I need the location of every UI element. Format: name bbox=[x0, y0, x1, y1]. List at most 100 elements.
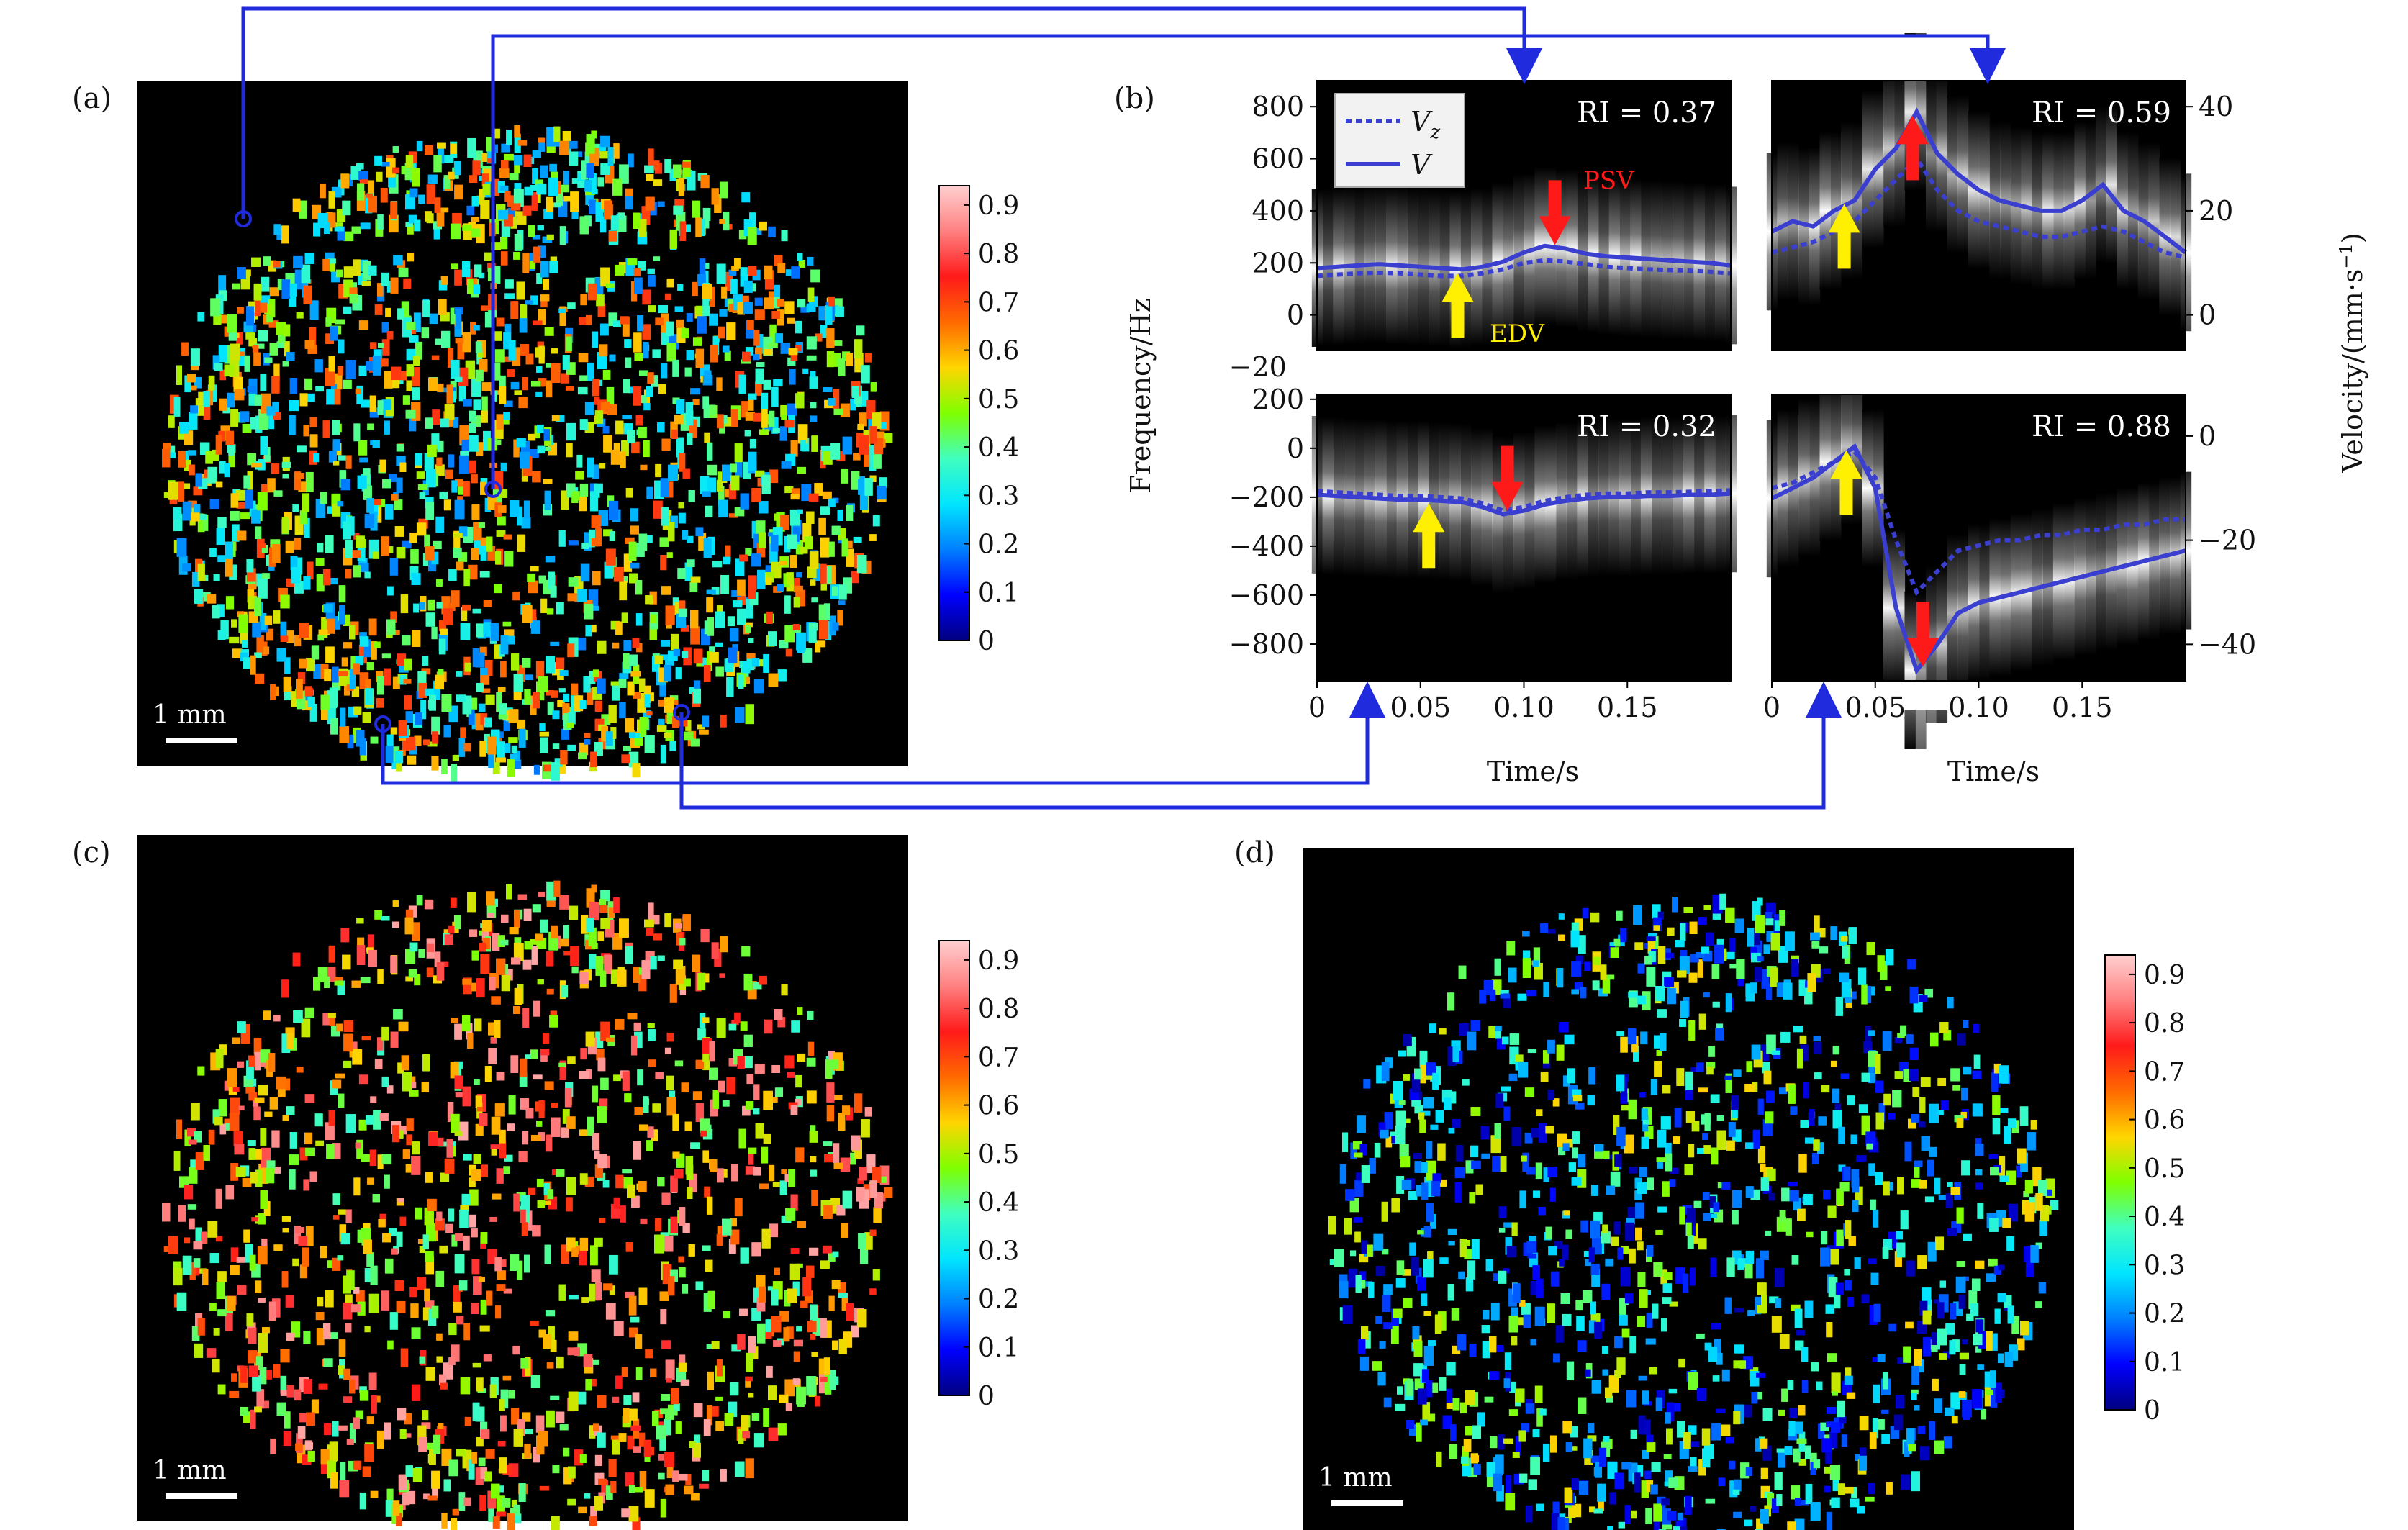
speckle-pixel bbox=[190, 1159, 199, 1168]
speckle-pixel bbox=[363, 485, 372, 500]
speckle-pixel bbox=[638, 395, 647, 404]
speckle-pixel bbox=[409, 335, 419, 343]
speckle-pixel bbox=[530, 1049, 538, 1059]
speckle-pixel bbox=[693, 648, 703, 664]
speckle-pixel bbox=[699, 729, 709, 735]
speckle-pixel bbox=[298, 200, 307, 219]
speckle-pixel bbox=[633, 692, 641, 699]
speckle-pixel bbox=[706, 1405, 713, 1426]
speckle-pixel bbox=[675, 667, 682, 680]
speckle-pixel bbox=[393, 255, 403, 266]
speckle-pixel bbox=[811, 435, 818, 452]
speckle-pixel bbox=[276, 341, 286, 348]
speckle-pixel bbox=[369, 395, 376, 412]
speckle-pixel bbox=[280, 1390, 289, 1396]
speckle-pixel bbox=[583, 676, 591, 693]
speckle-pixel bbox=[301, 264, 311, 284]
speckle-pixel bbox=[769, 1223, 778, 1238]
speckle-pixel bbox=[781, 415, 787, 420]
speckle-pixel bbox=[678, 1473, 688, 1481]
speckle-pixel bbox=[487, 545, 496, 561]
speckle-pixel bbox=[492, 1193, 502, 1200]
speckle-pixel bbox=[559, 226, 566, 245]
speckle-pixel bbox=[356, 535, 365, 548]
speckle-pixel bbox=[500, 635, 509, 655]
speckle-pixel bbox=[415, 1207, 422, 1220]
speckle-pixel bbox=[646, 386, 653, 398]
speckle-pixel bbox=[452, 754, 460, 761]
speckle-pixel bbox=[594, 410, 604, 424]
speckle-pixel bbox=[745, 1379, 751, 1388]
speckle-pixel bbox=[374, 304, 383, 315]
speckle-pixel bbox=[225, 1123, 232, 1131]
speckle-pixel bbox=[227, 392, 235, 408]
speckle-pixel bbox=[594, 483, 603, 493]
speckle-pixel bbox=[729, 628, 739, 642]
speckle-pixel bbox=[685, 1156, 694, 1175]
speckle-pixel bbox=[256, 1389, 264, 1409]
speckle-pixel bbox=[513, 439, 520, 458]
speckle-pixel bbox=[366, 1416, 374, 1425]
speckle-pixel bbox=[273, 363, 280, 381]
speckle-pixel bbox=[528, 580, 538, 594]
speckle-pixel bbox=[237, 1061, 244, 1068]
speckle-pixel bbox=[189, 1262, 196, 1280]
speckle-pixel bbox=[546, 196, 554, 212]
speckle-pixel bbox=[556, 602, 564, 615]
speckle-pixel bbox=[396, 477, 403, 493]
speckle-pixel bbox=[820, 583, 827, 591]
speckle-pixel bbox=[212, 605, 220, 619]
speckle-pixel bbox=[789, 1263, 800, 1280]
speckle-pixel bbox=[500, 661, 507, 678]
speckle-pixel bbox=[461, 607, 468, 621]
speckle-pixel bbox=[467, 892, 476, 913]
speckle-pixel bbox=[299, 658, 308, 669]
speckle-pixel bbox=[364, 1326, 371, 1333]
speckle-pixel bbox=[261, 544, 268, 553]
speckle-pixel bbox=[765, 1331, 772, 1339]
speckle-pixel bbox=[381, 1076, 389, 1087]
speckle-pixel bbox=[820, 537, 830, 558]
speckle-pixel bbox=[660, 1498, 667, 1518]
speckle-pixel bbox=[245, 332, 255, 340]
speckle-pixel bbox=[625, 942, 633, 951]
speckle-pixel bbox=[233, 376, 243, 392]
speckle-pixel bbox=[661, 438, 671, 451]
speckle-pixel bbox=[660, 555, 667, 571]
speckle-pixel bbox=[805, 511, 815, 524]
speckle-pixel bbox=[327, 1260, 337, 1268]
speckle-pixel bbox=[571, 491, 580, 501]
speckle-pixel bbox=[611, 684, 620, 701]
speckle-pixel bbox=[480, 481, 486, 495]
speckle-pixel bbox=[623, 746, 631, 751]
speckle-pixel bbox=[625, 537, 635, 544]
speckle-pixel bbox=[722, 345, 730, 353]
speckle-pixel bbox=[746, 658, 755, 671]
speckle-pixel bbox=[381, 1154, 392, 1165]
speckle-pixel bbox=[522, 658, 531, 668]
speckle-pixel bbox=[492, 762, 500, 774]
speckle-pixel bbox=[441, 759, 448, 774]
speckle-pixel bbox=[512, 1345, 520, 1355]
panel-label-d: (d) bbox=[1234, 836, 1275, 869]
speckle-pixel bbox=[702, 1059, 710, 1071]
speckle-pixel bbox=[513, 252, 520, 260]
speckle-pixel bbox=[452, 417, 459, 428]
speckle-pixel bbox=[215, 1188, 222, 1209]
speckle-pixel bbox=[797, 299, 806, 308]
speckle-pixel bbox=[773, 586, 782, 593]
speckle-pixel bbox=[321, 619, 328, 638]
speckle-pixel bbox=[202, 1269, 209, 1285]
speckle-pixel bbox=[628, 654, 638, 666]
speckle-pixel bbox=[277, 279, 284, 291]
speckle-pixel bbox=[578, 752, 587, 760]
speckle-pixel bbox=[466, 269, 473, 286]
speckle-pixel bbox=[485, 1449, 495, 1459]
speckle-pixel bbox=[856, 325, 865, 336]
speckle-pixel bbox=[361, 281, 371, 286]
speckle-pixel bbox=[730, 1229, 740, 1245]
speckle-pixel bbox=[251, 463, 262, 468]
speckle-pixel bbox=[333, 616, 340, 630]
speckle-pixel bbox=[826, 1082, 835, 1103]
speckle-pixel bbox=[748, 1149, 754, 1165]
